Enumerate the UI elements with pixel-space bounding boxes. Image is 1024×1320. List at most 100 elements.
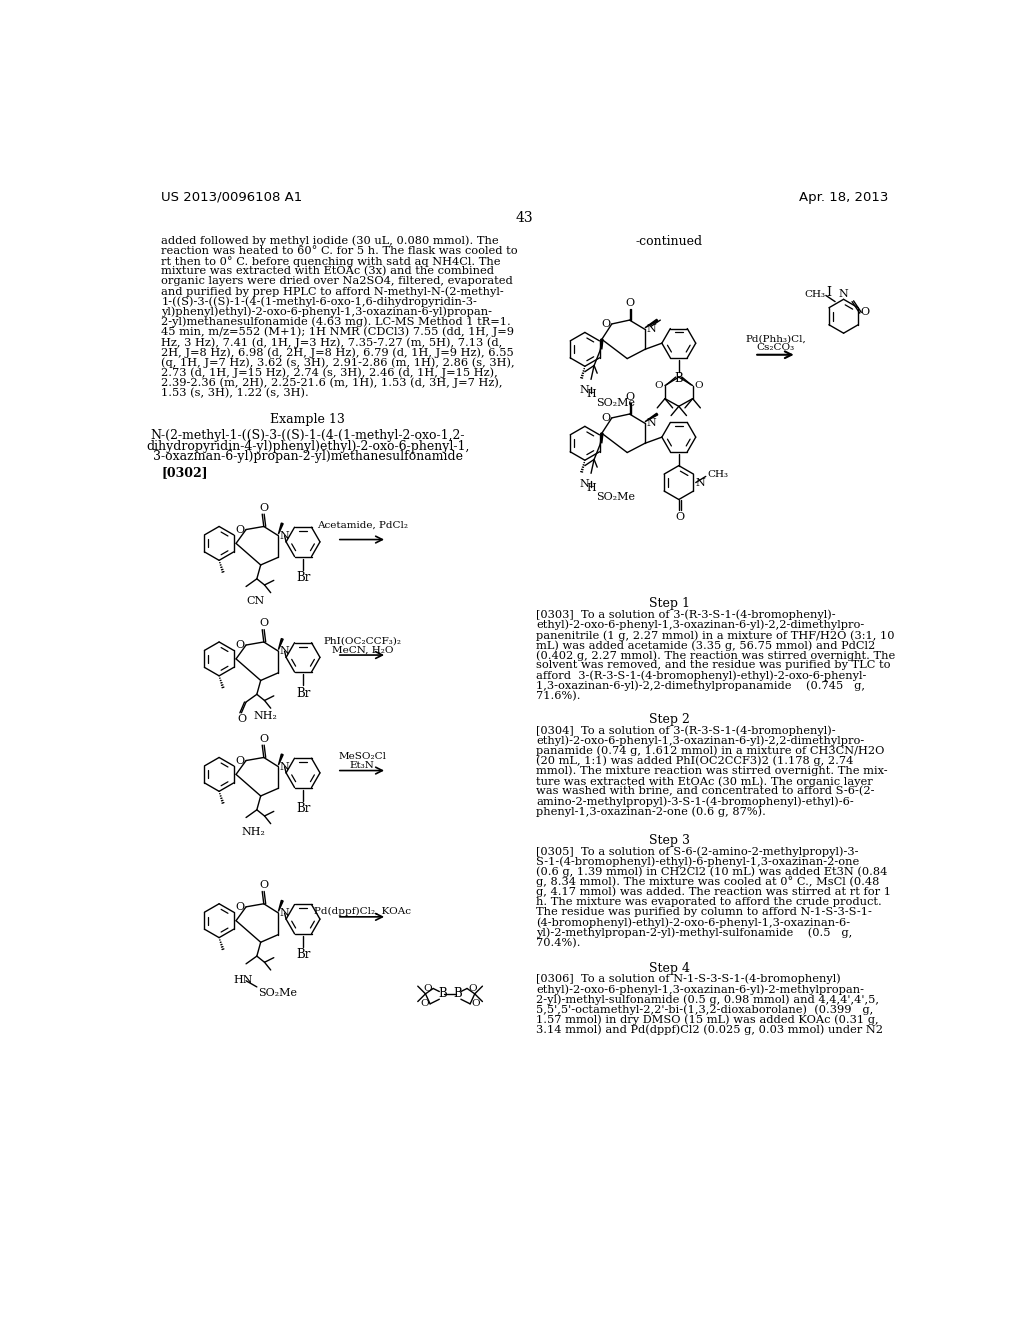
Text: (0.402 g, 2.27 mmol). The reaction was stirred overnight. The: (0.402 g, 2.27 mmol). The reaction was s… [537, 651, 896, 661]
Text: O: O [626, 298, 635, 308]
Text: 2-yl)-methyl-sulfonamide (0.5 g, 0.98 mmol) and 4,4,4',4',5,: 2-yl)-methyl-sulfonamide (0.5 g, 0.98 mm… [537, 994, 880, 1005]
Text: US 2013/0096108 A1: US 2013/0096108 A1 [162, 191, 303, 203]
Text: O: O [654, 381, 664, 389]
Text: [0303]  To a solution of 3-(R-3-S-1-(4-bromophenyl)-: [0303] To a solution of 3-(R-3-S-1-(4-br… [537, 610, 836, 620]
Text: 2.73 (d, 1H, J=15 Hz), 2.74 (s, 3H), 2.46 (d, 1H, J=15 Hz),: 2.73 (d, 1H, J=15 Hz), 2.74 (s, 3H), 2.4… [162, 367, 498, 378]
Text: I: I [826, 286, 831, 300]
Text: SO₂Me: SO₂Me [596, 397, 635, 408]
Text: solvent was removed, and the residue was purified by TLC to: solvent was removed, and the residue was… [537, 660, 891, 671]
Text: added followed by methyl iodide (30 uL, 0.080 mmol). The: added followed by methyl iodide (30 uL, … [162, 235, 499, 246]
Text: CH₃: CH₃ [708, 470, 728, 479]
Text: panamide (0.74 g, 1.612 mmol) in a mixture of CH3CN/H2O: panamide (0.74 g, 1.612 mmol) in a mixtu… [537, 746, 885, 756]
Text: Br: Br [296, 686, 310, 700]
Text: O: O [626, 392, 635, 401]
Text: O: O [236, 902, 245, 912]
Text: 2.39-2.36 (m, 2H), 2.25-21.6 (m, 1H), 1.53 (d, 3H, J=7 Hz),: 2.39-2.36 (m, 2H), 2.25-21.6 (m, 1H), 1.… [162, 378, 503, 388]
Text: Cs₂CO₃: Cs₂CO₃ [757, 343, 795, 352]
Polygon shape [279, 639, 284, 649]
Text: was washed with brine, and concentrated to afford S-6-(2-: was washed with brine, and concentrated … [537, 787, 874, 796]
Text: Apr. 18, 2013: Apr. 18, 2013 [799, 191, 888, 203]
Text: (q, 1H, J=7 Hz), 3.62 (s, 3H), 2.91-2.86 (m, 1H), 2.86 (s, 3H),: (q, 1H, J=7 Hz), 3.62 (s, 3H), 2.91-2.86… [162, 358, 515, 368]
Text: O: O [423, 983, 432, 993]
Text: 71.6%).: 71.6%). [537, 690, 581, 701]
Text: The residue was purified by column to afford N-1-S-3-S-1-: The residue was purified by column to af… [537, 907, 872, 917]
Text: 1,3-oxazinan-6-yl)-2,2-dimethylpropanamide    (0.745   g,: 1,3-oxazinan-6-yl)-2,2-dimethylpropanami… [537, 681, 865, 692]
Text: O: O [236, 640, 245, 649]
Text: S-1-(4-bromophenyl)-ethyl)-6-phenyl-1,3-oxazinan-2-one: S-1-(4-bromophenyl)-ethyl)-6-phenyl-1,3-… [537, 857, 859, 867]
Text: afford  3-(R-3-S-1-(4-bromophenyl)-ethyl)-2-oxo-6-phenyl-: afford 3-(R-3-S-1-(4-bromophenyl)-ethyl)… [537, 671, 866, 681]
Text: O: O [259, 734, 268, 743]
Text: PhI(OC₂CCF₃)₂: PhI(OC₂CCF₃)₂ [324, 636, 401, 645]
Text: [0302]: [0302] [162, 466, 208, 479]
Text: O: O [675, 512, 684, 521]
Text: organic layers were dried over Na2SO4, filtered, evaporated: organic layers were dried over Na2SO4, f… [162, 276, 513, 286]
Text: H: H [586, 388, 596, 399]
Text: NH₂: NH₂ [242, 826, 265, 837]
Text: (0.6 g, 1.39 mmol) in CH2Cl2 (10 mL) was added Et3N (0.84: (0.6 g, 1.39 mmol) in CH2Cl2 (10 mL) was… [537, 866, 888, 876]
Text: Br: Br [296, 803, 310, 816]
Text: SO₂Me: SO₂Me [596, 492, 635, 502]
Text: B: B [438, 987, 446, 1001]
Text: g, 4.17 mmol) was added. The reaction was stirred at rt for 1: g, 4.17 mmol) was added. The reaction wa… [537, 887, 891, 898]
Text: O: O [601, 319, 610, 329]
Text: 2-yl)methanesulfonamide (4.63 mg). LC-MS Method 1 tR=1.: 2-yl)methanesulfonamide (4.63 mg). LC-MS… [162, 317, 511, 327]
Text: Example 13: Example 13 [270, 412, 345, 425]
Text: MeSO₂Cl: MeSO₂Cl [338, 751, 386, 760]
Text: reaction was heated to 60° C. for 5 h. The flask was cooled to: reaction was heated to 60° C. for 5 h. T… [162, 246, 518, 256]
Text: O: O [259, 880, 268, 890]
Text: [0304]  To a solution of 3-(R-3-S-1-(4-bromophenyl)-: [0304] To a solution of 3-(R-3-S-1-(4-br… [537, 725, 836, 735]
Text: N: N [280, 908, 290, 917]
Text: MeCN, H₂O: MeCN, H₂O [332, 645, 393, 655]
Text: 2H, J=8 Hz), 6.98 (d, 2H, J=8 Hz), 6.79 (d, 1H, J=9 Hz), 6.55: 2H, J=8 Hz), 6.98 (d, 2H, J=8 Hz), 6.79 … [162, 347, 514, 358]
Text: SO₂Me: SO₂Me [258, 989, 297, 998]
Text: -continued: -continued [636, 235, 703, 248]
Text: 1.57 mmol) in dry DMSO (15 mL) was added KOAc (0.31 g,: 1.57 mmol) in dry DMSO (15 mL) was added… [537, 1015, 879, 1026]
Text: Hz, 3 Hz), 7.41 (d, 1H, J=3 Hz), 7.35-7.27 (m, 5H), 7.13 (d,: Hz, 3 Hz), 7.41 (d, 1H, J=3 Hz), 7.35-7.… [162, 337, 503, 347]
Text: HN: HN [233, 974, 253, 985]
Text: Br: Br [296, 949, 310, 961]
Text: N: N [580, 385, 590, 395]
Text: O: O [259, 618, 268, 628]
Text: 3.14 mmol) and Pd(dppf)Cl2 (0.025 g, 0.03 mmol) under N2: 3.14 mmol) and Pd(dppf)Cl2 (0.025 g, 0.0… [537, 1024, 884, 1035]
Text: N: N [580, 479, 590, 490]
Text: NH₂: NH₂ [254, 711, 278, 721]
Text: CH₃: CH₃ [804, 290, 825, 300]
Text: 5,5',5'-octamethyl-2,2'-bi-(1,3,2-dioxaborolane)  (0.399   g,: 5,5',5'-octamethyl-2,2'-bi-(1,3,2-dioxab… [537, 1005, 873, 1015]
Text: Pd(Phh₃)Cl,: Pd(Phh₃)Cl, [745, 334, 806, 343]
Polygon shape [601, 433, 603, 444]
Text: mixture was extracted with EtOAc (3x) and the combined: mixture was extracted with EtOAc (3x) an… [162, 265, 495, 276]
Text: O: O [420, 999, 429, 1008]
Text: B: B [454, 987, 462, 1001]
Text: [0306]  To a solution of N-1-S-3-S-1-(4-bromophenyl): [0306] To a solution of N-1-S-3-S-1-(4-b… [537, 974, 841, 985]
Text: g, 8.34 mmol). The mixture was cooled at 0° C., MsCl (0.48: g, 8.34 mmol). The mixture was cooled at… [537, 876, 880, 887]
Text: B: B [675, 372, 683, 384]
Polygon shape [645, 413, 657, 422]
Text: phenyl-1,3-oxazinan-2-one (0.6 g, 87%).: phenyl-1,3-oxazinan-2-one (0.6 g, 87%). [537, 807, 766, 817]
Text: dihydropyridin-4-yl)phenyl)ethyl)-2-oxo-6-phenyl-1,: dihydropyridin-4-yl)phenyl)ethyl)-2-oxo-… [146, 440, 469, 453]
Text: (20 mL, 1:1) was added PhI(OC2CCF3)2 (1.178 g, 2.74: (20 mL, 1:1) was added PhI(OC2CCF3)2 (1.… [537, 755, 854, 766]
Text: Step 4: Step 4 [649, 961, 690, 974]
Text: 70.4%).: 70.4%). [537, 937, 581, 948]
Text: CN: CN [246, 595, 264, 606]
Text: (4-bromophenyl)-ethyl)-2-oxo-6-phenyl-1,3-oxazinan-6-: (4-bromophenyl)-ethyl)-2-oxo-6-phenyl-1,… [537, 917, 851, 928]
Text: 45 min, m/z=552 (M+1); 1H NMR (CDCl3) 7.55 (dd, 1H, J=9: 45 min, m/z=552 (M+1); 1H NMR (CDCl3) 7.… [162, 327, 514, 338]
Polygon shape [279, 900, 284, 911]
Polygon shape [645, 319, 657, 327]
Text: O: O [236, 755, 245, 766]
Text: rt then to 0° C. before quenching with satd aq NH4Cl. The: rt then to 0° C. before quenching with s… [162, 256, 501, 267]
Text: O: O [601, 413, 610, 422]
Text: panenitrile (1 g, 2.27 mmol) in a mixture of THF/H2O (3:1, 10: panenitrile (1 g, 2.27 mmol) in a mixtur… [537, 630, 895, 640]
Text: yl)-2-methylpropan-2-yl)-methyl-sulfonamide    (0.5   g,: yl)-2-methylpropan-2-yl)-methyl-sulfonam… [537, 928, 853, 939]
Text: O: O [860, 308, 869, 317]
Text: N-(2-methyl-1-((S)-3-((S)-1-(4-(1-methyl-2-oxo-1,2-: N-(2-methyl-1-((S)-3-((S)-1-(4-(1-methyl… [151, 429, 465, 442]
Text: O: O [236, 524, 245, 535]
Text: [0305]  To a solution of S-6-(2-amino-2-methylpropyl)-3-: [0305] To a solution of S-6-(2-amino-2-m… [537, 846, 859, 857]
Text: O: O [237, 714, 246, 725]
Text: N: N [839, 289, 849, 300]
Text: N: N [280, 531, 290, 541]
Text: Et₃N: Et₃N [350, 760, 375, 770]
Text: Pd(dppf)Cl₂, KOAc: Pd(dppf)Cl₂, KOAc [313, 907, 411, 916]
Text: 3-oxazinan-6-yl)propan-2-yl)methanesulfonamide: 3-oxazinan-6-yl)propan-2-yl)methanesulfo… [153, 450, 463, 463]
Text: O: O [472, 999, 480, 1008]
Text: ethyl)-2-oxo-6-phenyl-1,3-oxazinan-6-yl)-2-methylpropan-: ethyl)-2-oxo-6-phenyl-1,3-oxazinan-6-yl)… [537, 983, 864, 994]
